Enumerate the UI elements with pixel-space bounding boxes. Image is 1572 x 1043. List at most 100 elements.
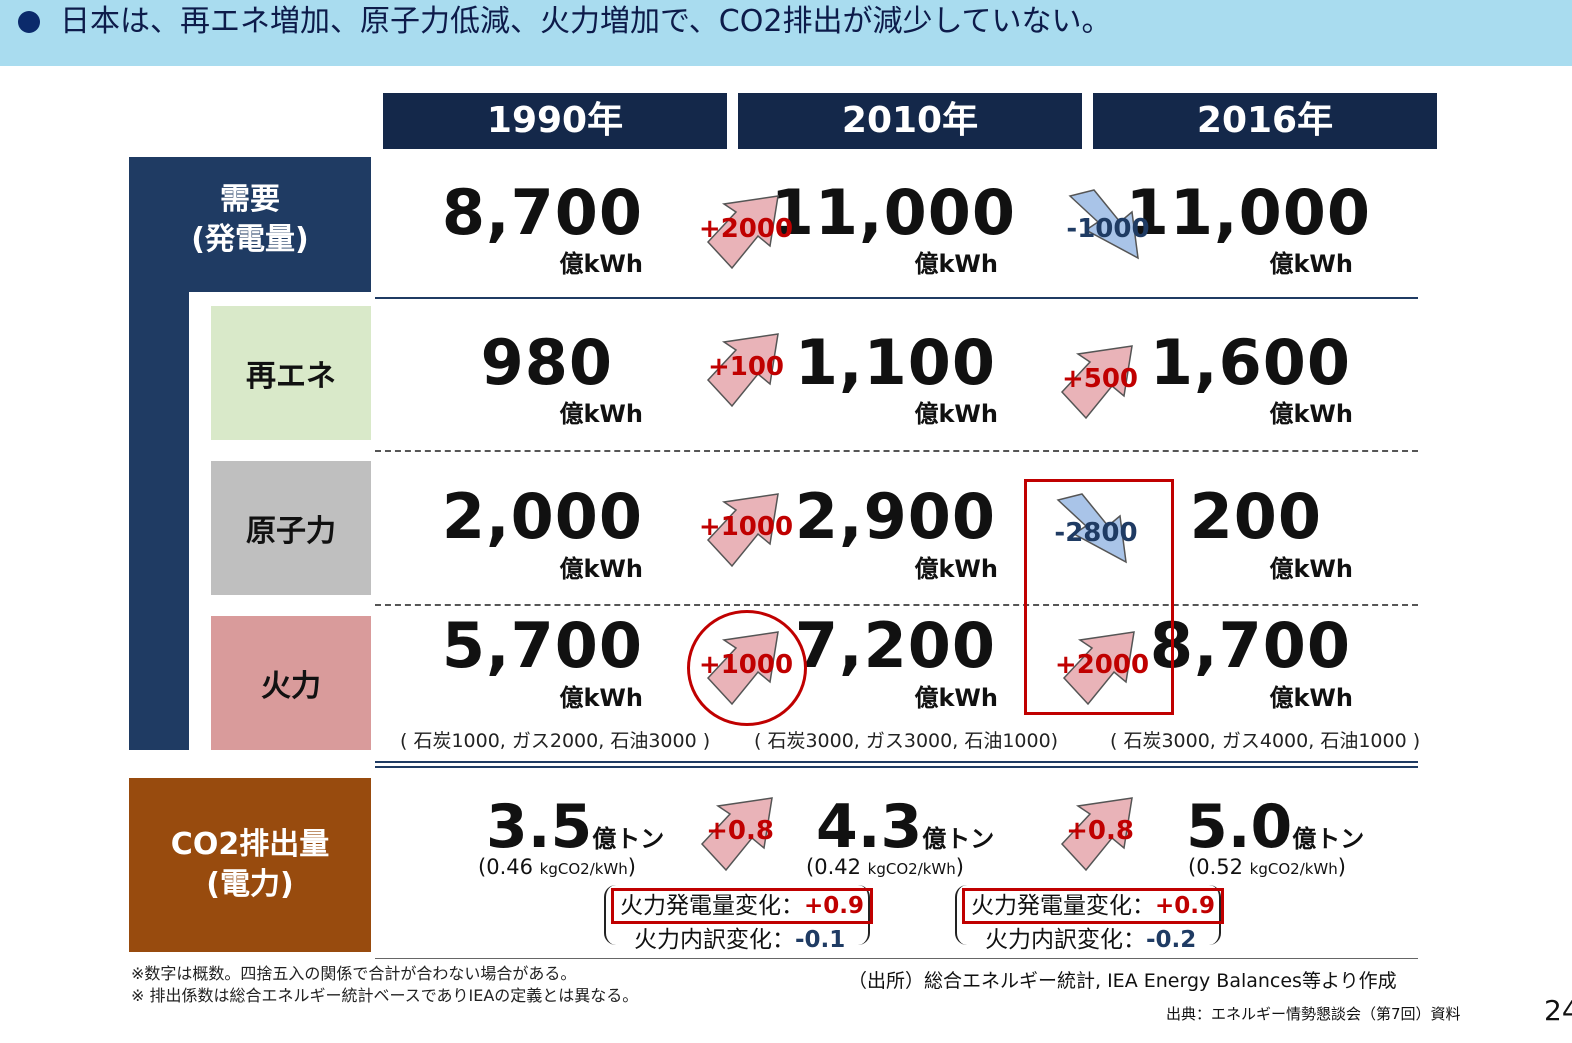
co2-label-line1: CO2排出量: [170, 827, 330, 862]
bullet-icon: [18, 11, 40, 33]
co2-2016-value: 5.0: [1186, 792, 1293, 862]
breakdown-bracket: [955, 885, 1221, 945]
footnote-1: ※数字は概数。四捨五入の関係で合計が合わない場合がある。: [131, 964, 577, 983]
gen-change-value: +0.9: [804, 893, 865, 919]
change-label: +2000: [698, 214, 794, 244]
change-label: +1000: [698, 512, 794, 542]
thermal-label: 火力: [211, 616, 371, 750]
unit-label: 億kWh: [1269, 250, 1353, 278]
header-bar: [0, 0, 1572, 66]
mix-change-label: 火力内訳変化：: [985, 927, 1146, 953]
year-header-2010: 2010年: [738, 93, 1082, 149]
unit-label: 億kWh: [1269, 684, 1353, 712]
thermal-gen-change-box: 火力発電量変化：+0.9: [962, 888, 1225, 924]
intensity-unit: kgCO2/kWh: [1249, 860, 1338, 878]
gen-change-label: 火力発電量変化：: [620, 893, 804, 919]
breakdown-bracket: [604, 885, 870, 945]
unit-label: 億kWh: [914, 555, 998, 583]
arrow-up-icon: +0.8: [1050, 790, 1150, 874]
highlight-circle: [687, 610, 807, 726]
co2-unit: 億トン: [592, 825, 665, 853]
nuclear-label: 原子力: [211, 461, 371, 595]
origin-note: 出典：エネルギー情勢懇談会（第7回）資料: [1166, 1005, 1461, 1023]
arrow-up-icon: +100: [696, 326, 796, 410]
co2-intensity-1990: (0.46 kgCO2/kWh): [478, 855, 636, 879]
unit-label: 億kWh: [559, 684, 643, 712]
divider-dashed: [375, 450, 1418, 452]
unit-label: 億kWh: [914, 684, 998, 712]
nuclear-2016-value: 200: [1189, 480, 1322, 553]
renewables-2016-value: 1,600: [1149, 326, 1351, 399]
co2-2010-value: 4.3: [816, 792, 923, 862]
demand-2010-value: 11,000: [770, 176, 1016, 249]
arrow-up-icon: +1000: [696, 486, 796, 570]
mix-change-value: -0.1: [795, 927, 846, 953]
thermal-mix-2010: ( 石炭3000, ガス3000, 石油1000): [754, 730, 1059, 752]
footnote-2: ※ 排出係数は総合エネルギー統計ベースでありIEAの定義とは異なる。: [131, 986, 639, 1005]
year-header-2016: 2016年: [1093, 93, 1437, 149]
unit-label: 億kWh: [914, 400, 998, 428]
intensity-unit: kgCO2/kWh: [867, 860, 956, 878]
change-label: +2000: [1054, 650, 1150, 680]
arrow-up-icon: +1000: [696, 624, 796, 708]
change-label: +0.8: [706, 816, 774, 846]
co2-intensity-2016: (0.52 kgCO2/kWh): [1188, 855, 1346, 879]
unit-label: 億kWh: [914, 250, 998, 278]
co2-intensity-2010: (0.42 kgCO2/kWh): [806, 855, 964, 879]
demand-2016-value: 11,000: [1125, 176, 1371, 249]
mix-change-value: -0.2: [1146, 927, 1197, 953]
unit-label: 億kWh: [1269, 555, 1353, 583]
arrow-up-icon: +500: [1050, 338, 1150, 422]
demand-1990-value: 8,700: [441, 176, 643, 249]
demand-label-line1: 需要: [220, 182, 280, 217]
arrow-down-icon: -2800: [1046, 492, 1146, 576]
co2-unit: 億トン: [1292, 825, 1365, 853]
unit-label: 億kWh: [1269, 400, 1353, 428]
highlight-box: [1024, 479, 1174, 715]
unit-label: 億kWh: [559, 555, 643, 583]
change-label: +0.8: [1066, 816, 1134, 846]
divider-bottom: [375, 958, 1418, 959]
divider-double: [375, 766, 1418, 768]
renewables-label: 再エネ: [211, 306, 371, 440]
nuclear-1990-value: 2,000: [441, 480, 643, 553]
thermal-mix-change: 火力内訳変化：-0.1: [634, 920, 845, 954]
nuclear-2010-value: 2,900: [794, 480, 996, 553]
slide-title: 日本は、再エネ増加、原子力低減、火力増加で、CO2排出が減少していない。: [60, 4, 1112, 39]
gen-change-value: +0.9: [1155, 893, 1216, 919]
thermal-mix-change: 火力内訳変化：-0.2: [985, 920, 1196, 954]
co2-1990-value: 3.5: [486, 792, 593, 862]
divider-solid: [375, 297, 1418, 299]
renewables-1990-value: 980: [480, 326, 613, 399]
change-label: +1000: [698, 650, 794, 680]
arrow-up-icon: +0.8: [690, 790, 790, 874]
intensity-value: 0.46: [486, 855, 533, 879]
change-label: +500: [1061, 364, 1139, 394]
thermal-mix-1990: ( 石炭1000, ガス2000, 石油3000 ): [400, 730, 711, 752]
mix-change-label: 火力内訳変化：: [634, 927, 795, 953]
thermal-1990-value: 5,700: [441, 609, 643, 682]
change-label: -2800: [1054, 518, 1138, 548]
demand-label: 需要 (発電量): [129, 180, 371, 260]
divider-dashed: [375, 604, 1418, 606]
thermal-2016-value: 8,700: [1149, 609, 1351, 682]
co2-2010: 4.3億トン: [816, 797, 994, 857]
demand-label-line2: (発電量): [191, 222, 309, 257]
intensity-unit: kgCO2/kWh: [539, 860, 628, 878]
divider-double: [375, 761, 1418, 763]
co2-unit: 億トン: [922, 825, 995, 853]
year-header-1990: 1990年: [383, 93, 727, 149]
arrow-down-icon: -1000: [1058, 188, 1158, 272]
co2-label: CO2排出量 (電力): [129, 778, 371, 952]
arrow-up-icon: +2000: [1052, 624, 1152, 708]
source-note: （出所）総合エネルギー統計, IEA Energy Balances等より作成: [848, 970, 1397, 992]
gen-change-label: 火力発電量変化：: [971, 893, 1155, 919]
thermal-mix-2016: ( 石炭3000, ガス4000, 石油1000 ): [1110, 730, 1421, 752]
co2-1990: 3.5億トン: [486, 797, 664, 857]
arrow-up-icon: +2000: [696, 188, 796, 272]
thermal-gen-change-box: 火力発電量変化：+0.9: [611, 888, 874, 924]
unit-label: 億kWh: [559, 250, 643, 278]
thermal-2010-value: 7,200: [794, 609, 996, 682]
intensity-value: 0.52: [1196, 855, 1243, 879]
unit-label: 億kWh: [559, 400, 643, 428]
